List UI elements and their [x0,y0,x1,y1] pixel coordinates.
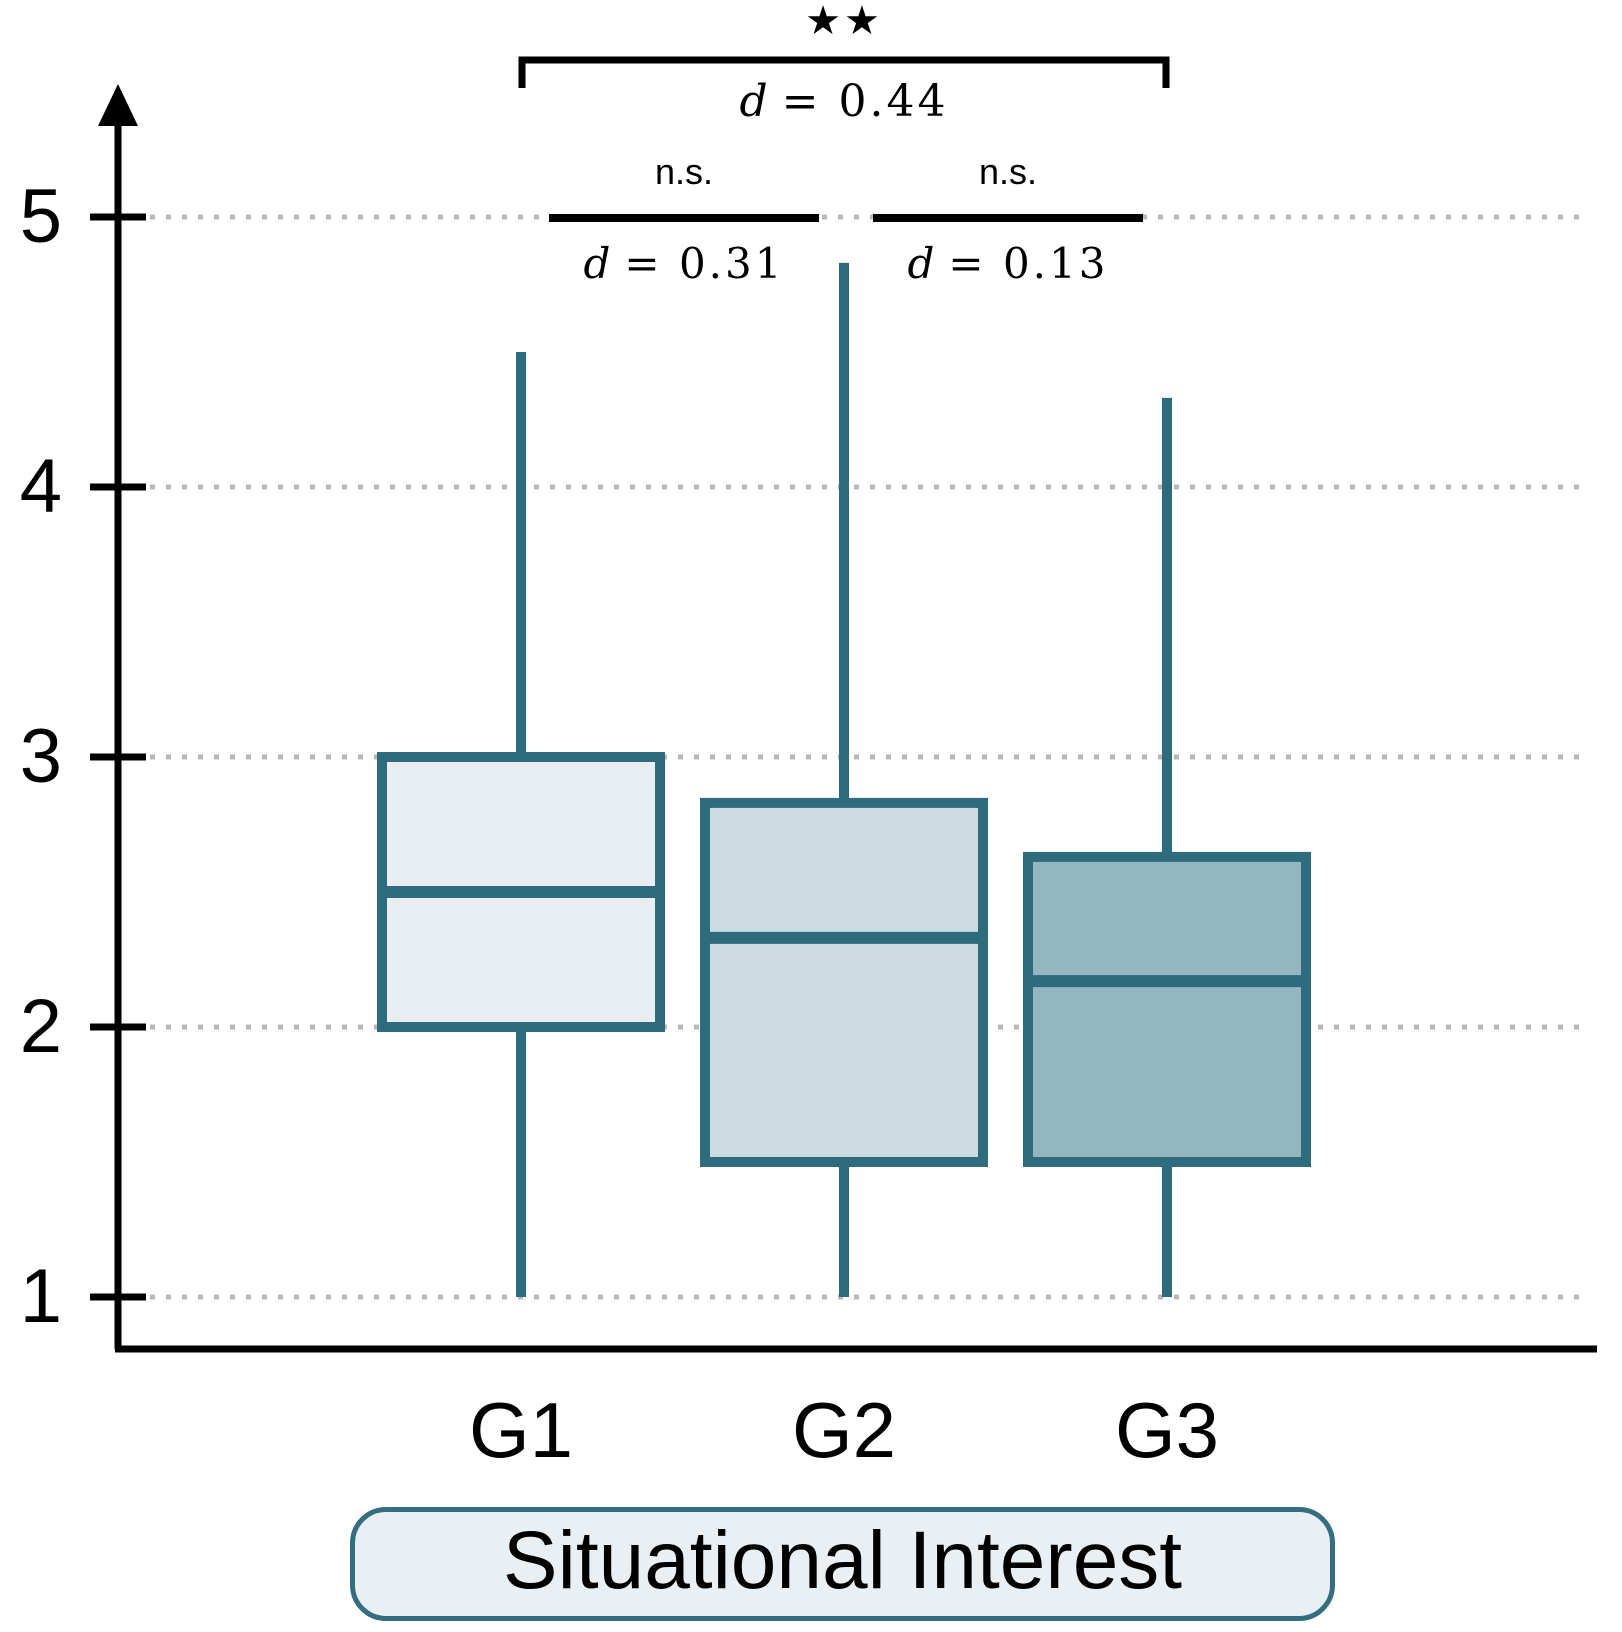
y-tick-label-2: 2 [19,984,62,1069]
effect-var: d [583,239,611,288]
box-G3 [1023,851,1311,1168]
x-axis-title: Situational Interest [502,1515,1183,1606]
ns-label-g1-g2: n.s. [654,151,714,192]
y-tick-label-1: 1 [19,1254,62,1339]
x-axis-title-box: Situational Interest [350,1507,1335,1621]
effect-value: = 0.13 [948,239,1109,288]
effect-size-g1-g2: d = 0.31 [484,236,884,292]
effect-value: = 0.44 [781,76,949,127]
y-tick-label-4: 4 [19,444,62,529]
y-tick-label-3: 3 [19,714,62,799]
sig-bracket-g1-g3 [518,56,1170,88]
effect-var: d [739,76,768,127]
boxplots [377,262,1311,1297]
box-G2 [700,797,988,1168]
effect-size-g1-g3: d = 0.44 [594,72,1094,132]
y-axis-arrow-icon [98,84,138,126]
ns-label-g2-g3: n.s. [978,151,1038,192]
effect-value: = 0.31 [624,239,785,288]
x-category-label-g1: G1 [468,1386,574,1474]
effect-var: d [907,239,935,288]
significance-stars: ★★ [805,0,883,43]
x-category-label-g3: G3 [1114,1386,1220,1474]
x-category-label-g2: G2 [791,1386,897,1474]
y-tick-label-5: 5 [19,174,62,259]
effect-size-g2-g3: d = 0.13 [808,236,1208,292]
